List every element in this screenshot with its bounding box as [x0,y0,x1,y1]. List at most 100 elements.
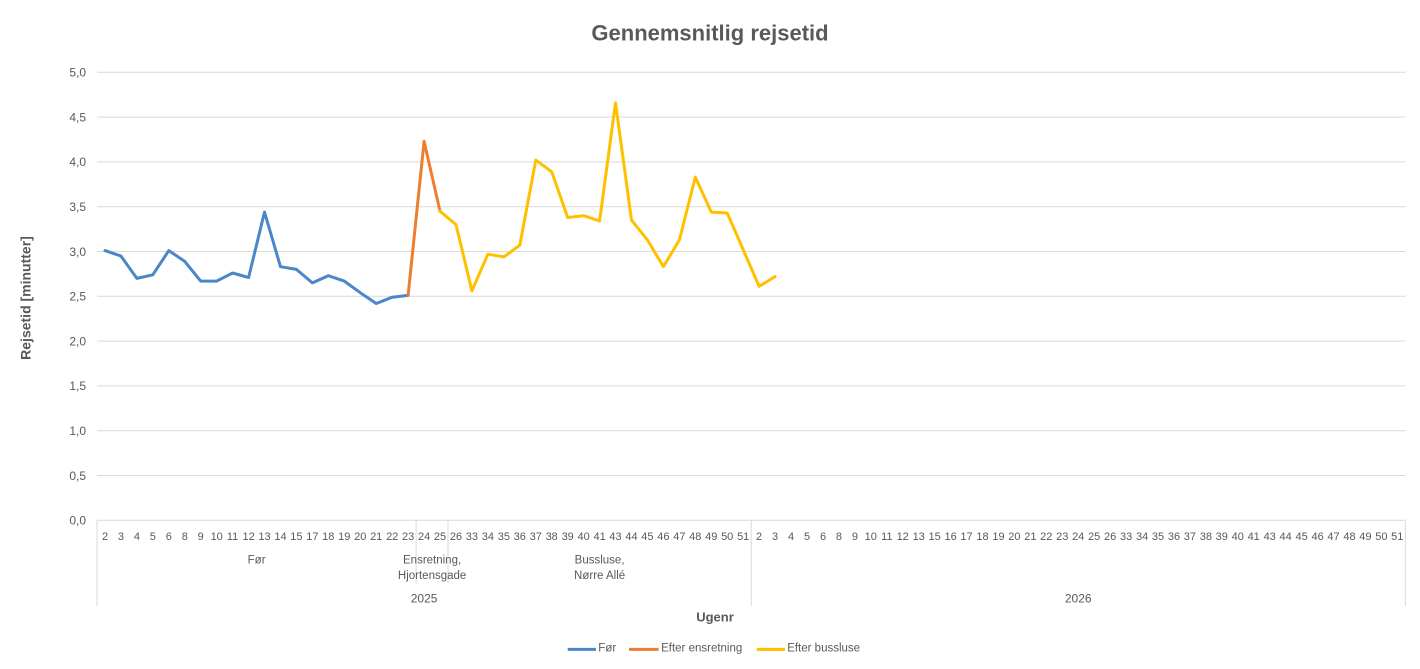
svg-text:3,5: 3,5 [69,200,86,214]
svg-text:Ensretning,: Ensretning, [403,555,461,567]
svg-text:9: 9 [852,531,858,543]
svg-text:40: 40 [577,531,589,543]
svg-text:22: 22 [1040,531,1052,543]
svg-text:5: 5 [150,531,156,543]
svg-text:39: 39 [562,531,574,543]
svg-text:36: 36 [514,531,526,543]
svg-text:20: 20 [1008,531,1020,543]
svg-text:2,5: 2,5 [69,290,86,304]
svg-text:49: 49 [705,531,717,543]
svg-text:37: 37 [1184,531,1196,543]
svg-text:2026: 2026 [1065,592,1092,606]
svg-text:49: 49 [1359,531,1371,543]
svg-text:0,0: 0,0 [69,514,86,528]
svg-text:23: 23 [1056,531,1068,543]
svg-text:17: 17 [306,531,318,543]
svg-text:51: 51 [737,531,749,543]
svg-text:0,5: 0,5 [69,469,86,483]
svg-text:46: 46 [657,531,669,543]
svg-text:Efter bussluse: Efter bussluse [787,642,860,654]
svg-text:45: 45 [1295,531,1307,543]
svg-text:15: 15 [290,531,302,543]
svg-text:Før: Før [248,555,266,567]
svg-text:44: 44 [625,531,637,543]
svg-text:13: 13 [913,531,925,543]
svg-text:18: 18 [976,531,988,543]
svg-text:2: 2 [756,531,762,543]
svg-text:33: 33 [466,531,478,543]
svg-text:33: 33 [1120,531,1132,543]
svg-text:26: 26 [1104,531,1116,543]
svg-text:37: 37 [530,531,542,543]
svg-text:36: 36 [1168,531,1180,543]
svg-text:3,0: 3,0 [69,245,86,259]
svg-text:5,0: 5,0 [69,66,86,80]
svg-text:25: 25 [1088,531,1100,543]
svg-text:Bussluse,: Bussluse, [575,555,625,567]
svg-text:24: 24 [418,531,430,543]
svg-text:12: 12 [242,531,254,543]
svg-text:3: 3 [772,531,778,543]
svg-text:Efter ensretning: Efter ensretning [661,642,742,654]
svg-text:21: 21 [1024,531,1036,543]
svg-text:48: 48 [689,531,701,543]
svg-text:10: 10 [865,531,877,543]
svg-text:45: 45 [641,531,653,543]
svg-text:6: 6 [166,531,172,543]
svg-text:47: 47 [673,531,685,543]
svg-text:26: 26 [450,531,462,543]
svg-text:4,0: 4,0 [69,155,86,169]
svg-text:15: 15 [928,531,940,543]
svg-text:12: 12 [897,531,909,543]
svg-text:46: 46 [1311,531,1323,543]
svg-text:10: 10 [211,531,223,543]
svg-text:16: 16 [944,531,956,543]
svg-text:35: 35 [498,531,510,543]
svg-text:35: 35 [1152,531,1164,543]
svg-text:4: 4 [134,531,140,543]
svg-text:39: 39 [1216,531,1228,543]
svg-text:48: 48 [1343,531,1355,543]
svg-text:18: 18 [322,531,334,543]
svg-text:2025: 2025 [411,592,438,606]
svg-text:38: 38 [546,531,558,543]
svg-text:1,5: 1,5 [69,379,86,393]
svg-text:40: 40 [1232,531,1244,543]
svg-text:2: 2 [102,531,108,543]
svg-text:4: 4 [788,531,794,543]
svg-text:22: 22 [386,531,398,543]
svg-text:43: 43 [1264,531,1276,543]
svg-text:19: 19 [338,531,350,543]
svg-text:Hjortensgade: Hjortensgade [398,570,466,582]
svg-text:38: 38 [1200,531,1212,543]
svg-text:5: 5 [804,531,810,543]
svg-text:41: 41 [1248,531,1260,543]
svg-text:6: 6 [820,531,826,543]
svg-text:34: 34 [482,531,494,543]
svg-text:2,0: 2,0 [69,334,86,348]
svg-text:11: 11 [227,531,238,543]
svg-text:43: 43 [609,531,621,543]
svg-text:47: 47 [1327,531,1339,543]
svg-text:Nørre Allé: Nørre Allé [574,570,625,582]
svg-text:20: 20 [354,531,366,543]
svg-text:19: 19 [992,531,1004,543]
svg-text:11: 11 [881,531,892,543]
svg-text:1,0: 1,0 [69,424,86,438]
svg-text:Før: Før [598,642,616,654]
svg-text:51: 51 [1391,531,1403,543]
svg-text:17: 17 [960,531,972,543]
svg-text:8: 8 [836,531,842,543]
svg-text:14: 14 [274,531,286,543]
svg-text:23: 23 [402,531,414,543]
svg-text:8: 8 [182,531,188,543]
svg-text:24: 24 [1072,531,1084,543]
svg-text:Ugenr: Ugenr [696,610,734,625]
svg-text:25: 25 [434,531,446,543]
svg-text:21: 21 [370,531,382,543]
svg-text:44: 44 [1279,531,1291,543]
svg-text:9: 9 [198,531,204,543]
svg-text:3: 3 [118,531,124,543]
svg-text:4,5: 4,5 [69,110,86,124]
svg-text:Gennemsnitlig rejsetid: Gennemsnitlig rejsetid [591,20,828,45]
